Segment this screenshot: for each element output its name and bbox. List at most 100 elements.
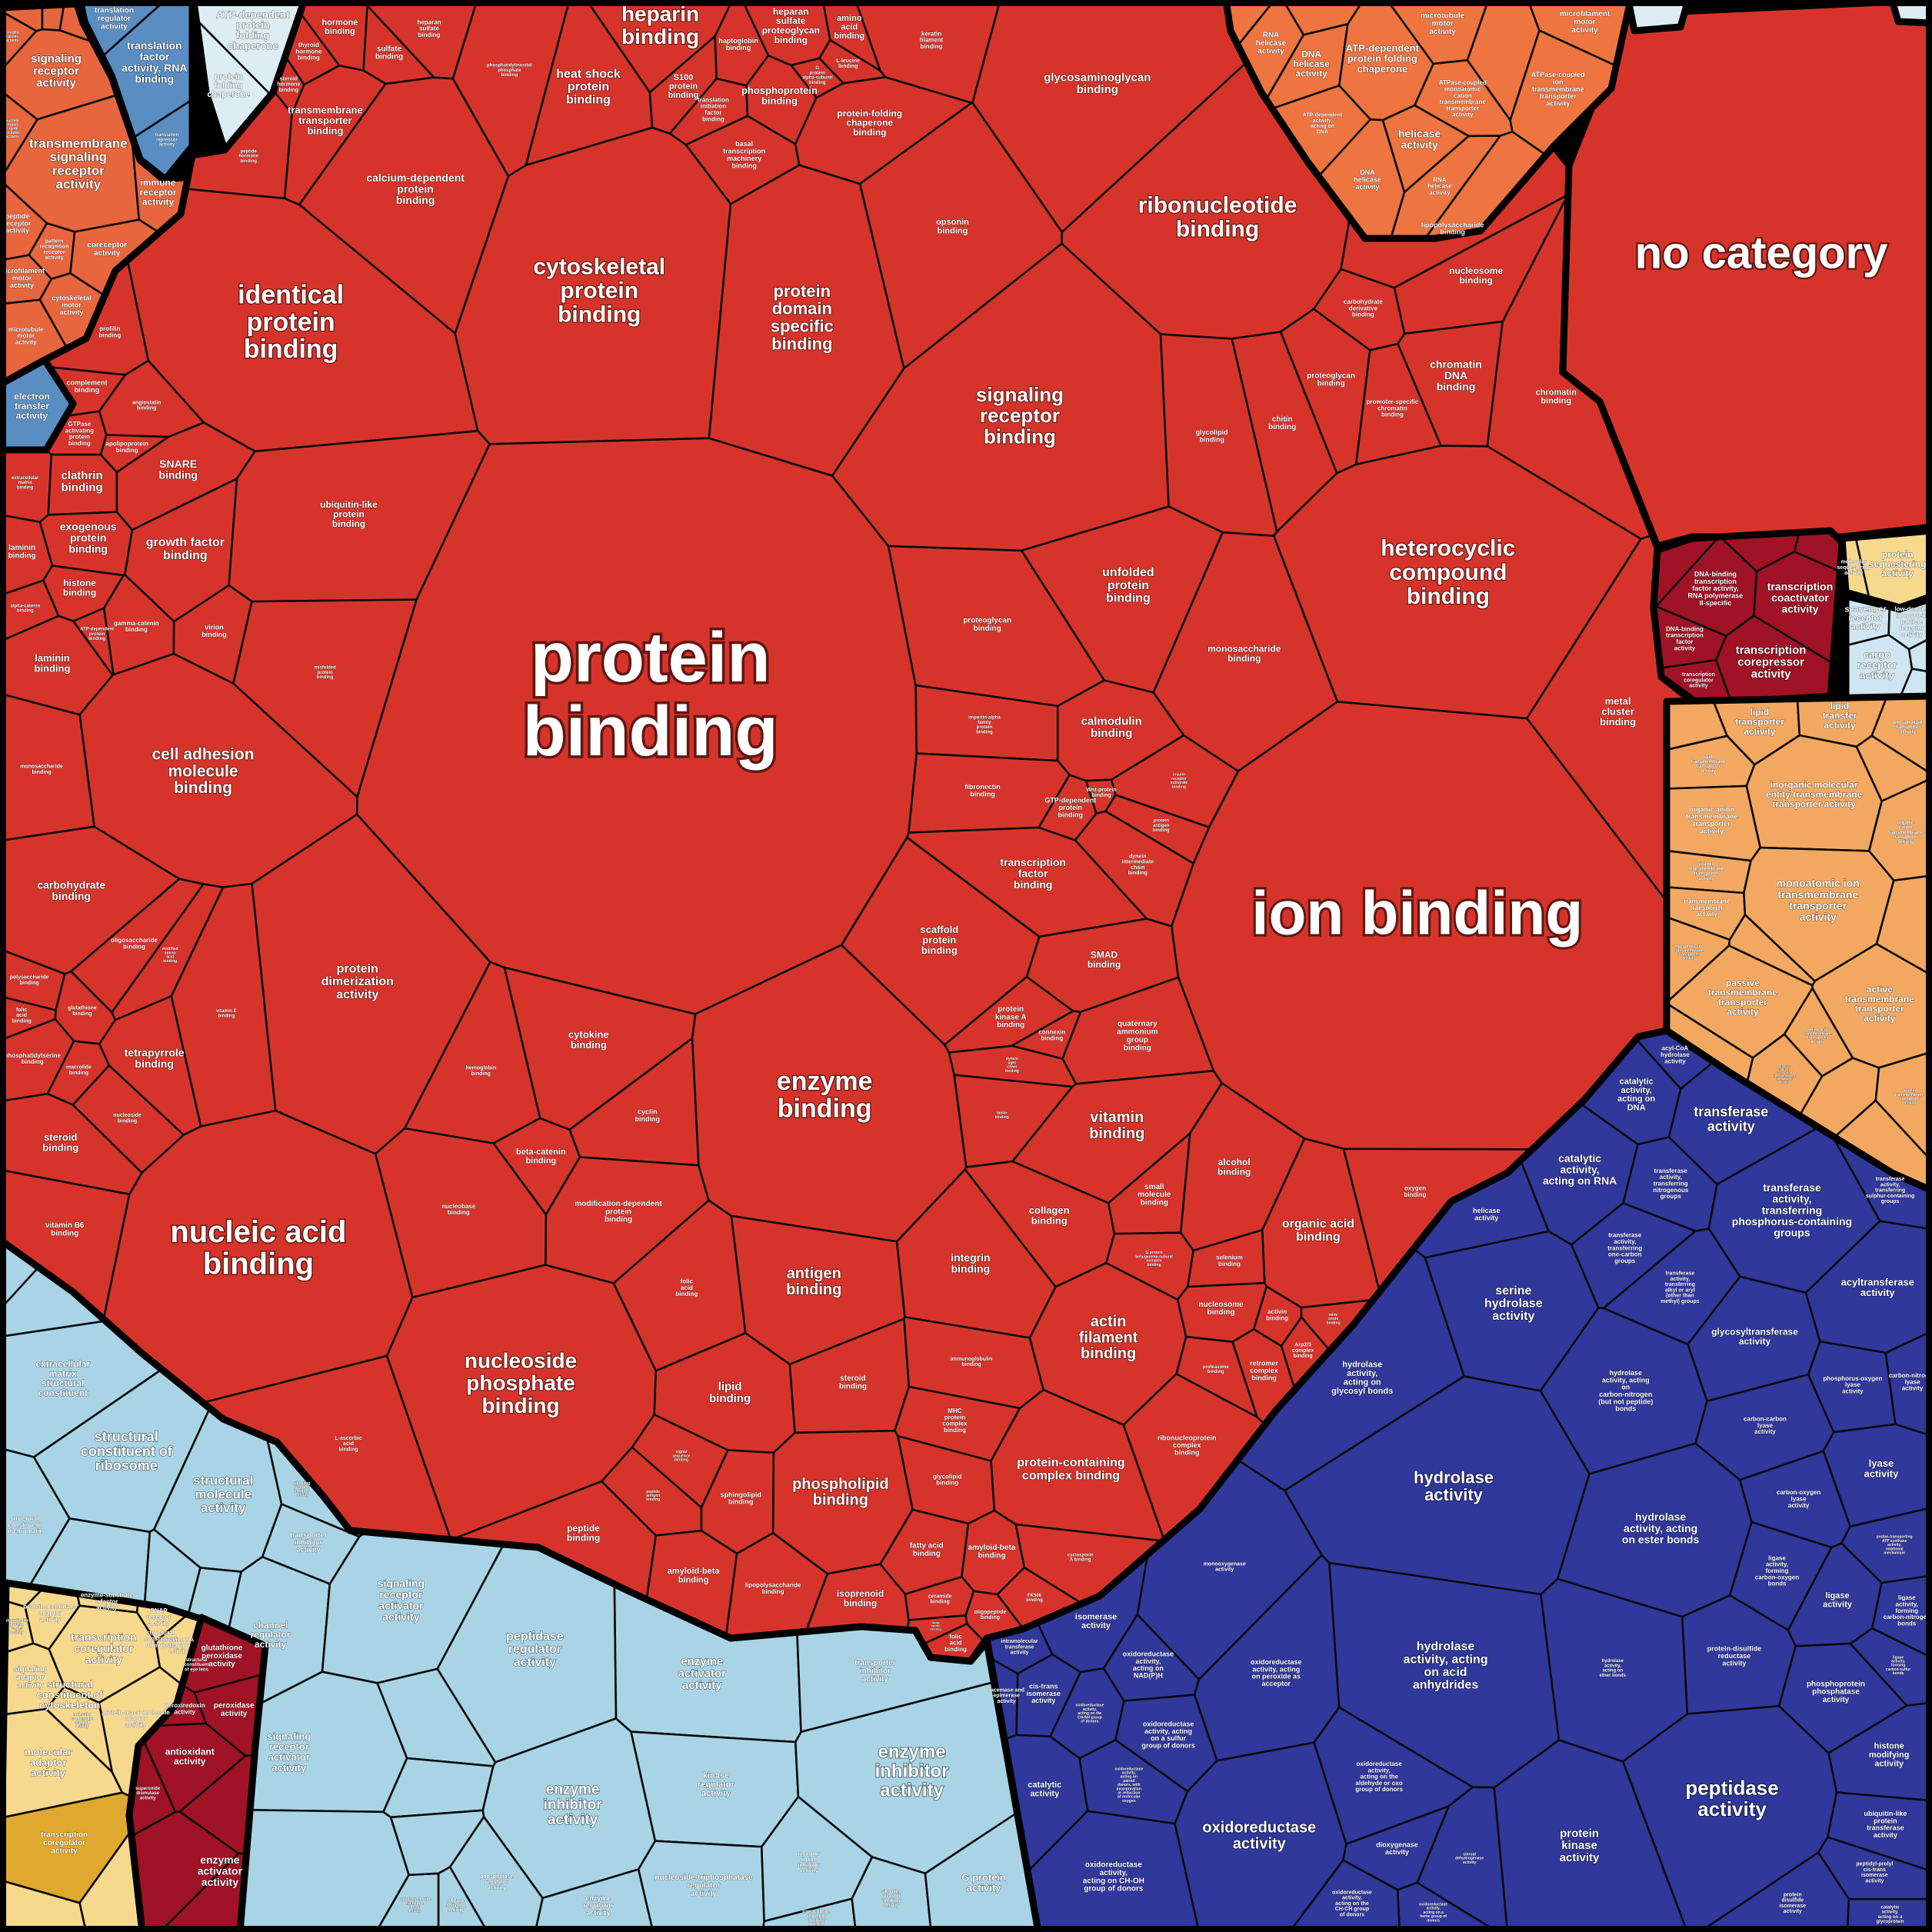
cell-label: translation initiation factor binding [698, 96, 729, 122]
cell-label: clathrin binding [61, 469, 102, 495]
cell-label: extracellular matrix binding [12, 476, 39, 490]
treemap-cell-hydrolase-activity-acting-on-ether-bonds[interactable] [1540, 1577, 1689, 1763]
treemap-cell-glycolipid-binding[interactable] [897, 1434, 996, 1525]
cell-label: signaling adaptor activity [13, 1665, 47, 1690]
region-border-pale-corner-1 [1624, 0, 1692, 35]
cell-label: structural constituent of chromatin [6, 1515, 44, 1535]
cell-label: protein-macromolecule adaptor activity [102, 1709, 170, 1729]
cell-label: carbohydrate binding [37, 879, 105, 903]
cell-label: oxidoreductase activity, acting on the CH-N… [1075, 1704, 1104, 1724]
cell-label: nitric oxide binding [1327, 1313, 1341, 1325]
cell-label: hydrolase activity, acting on acid anhydrid… [1404, 1641, 1488, 1692]
cell-label: histone binding [63, 578, 96, 598]
region-border-electron-transfer [0, 356, 77, 454]
cell-label: G protein beta/gamma-subunit complex bindin… [1135, 1251, 1173, 1267]
cell-label: Arp2/3 complex binding [1292, 1342, 1314, 1359]
cell-label: RNA helicase activity [1427, 176, 1452, 196]
region-border-cargo-receptor-cluster [1842, 592, 1932, 702]
cell-label: oligopeptide binding [974, 1610, 1007, 1621]
cell-label: ceramide binding [928, 1594, 952, 1604]
cell-label: lipop eptide binding [930, 1621, 941, 1631]
cell-label: exogenous protein binding [60, 521, 117, 555]
cell-label: monosaccharide binding [1208, 644, 1281, 664]
treemap-cell-g-protein-beta-gamma-subunit-complex-binding[interactable] [1105, 1231, 1194, 1301]
cell-label: cyclosporin A binding [1068, 1553, 1094, 1562]
cell-label: signal sequence binding [672, 1450, 690, 1462]
treemap-cell-steroid-dehydrogenase-activity[interactable] [1416, 1786, 1509, 1932]
region-border-regulator-cluster [0, 1236, 1042, 1932]
treemap-cell-cell[interactable] [389, 1809, 485, 1877]
cell-label: unfolded protein binding [1102, 566, 1154, 605]
cell-label: lipid transmembrane transporter activity [1690, 755, 1726, 774]
cell-label: electron transfer activity [14, 391, 50, 421]
cell-label: immune receptor activity [140, 177, 177, 207]
cell-label: chromatin binding [1536, 388, 1577, 405]
treemap-cell-nuclear-import-signal-receptor-activity[interactable] [0, 88, 38, 181]
cell-label: RNA helicase activity [1256, 32, 1287, 56]
treemap-cell-apolipoprotein-binding[interactable] [99, 434, 170, 474]
cell-label: ubiquitin-like protein binding [320, 499, 378, 529]
cell-label: transmembrane transporter binding [288, 105, 363, 137]
treemap-cell-cell[interactable] [1281, 0, 1364, 36]
treemap-cell-transmembrane-transporter-binding[interactable] [283, 64, 387, 206]
cell-label: transcription coregulator activity [71, 1631, 137, 1665]
cell-label: phosphoprotein binding [741, 85, 818, 107]
cell-label: transcription coactivator activity [1767, 581, 1834, 615]
cell-label: chromatin DNA binding [1430, 358, 1482, 393]
cell-label: oxidoreductase activity, acting on a heme g… [1419, 1902, 1447, 1923]
cell-label: steroid hormone binding [277, 76, 300, 93]
cell-label: protein antigen binding [1153, 819, 1170, 833]
cell-label: oxidoreductase activity, acting on CH-OH gr… [1083, 1860, 1144, 1893]
treemap-cell-ligase-activity-forming-carbon-sulfur-bonds[interactable] [1849, 1627, 1932, 1707]
cell-label: enzyme inhibitor activity [875, 1742, 949, 1801]
cell-label: enzyme binding [777, 1067, 873, 1123]
cell-label: FK506 binding [1026, 1594, 1043, 1603]
cell-label: cytoskeletal protein binding [533, 254, 665, 327]
cell-label: protein-disulfide reductase activity [1707, 1645, 1762, 1667]
cell-label: lamin binding [995, 1111, 1009, 1120]
cell-label: scavenger receptor activity [1844, 605, 1887, 632]
treemap-cell-cell[interactable] [1875, 874, 1932, 977]
cell-label: transmembrane transporter activity [1684, 898, 1730, 918]
cell-label: transferase activity, transferring nitrogen… [1653, 1168, 1689, 1200]
cell-label: peptide antigen binding [646, 1490, 660, 1502]
cell-label: carbon-oxygen lyase activity [1777, 1489, 1820, 1509]
cell-label: protein sequestering activity [1869, 549, 1927, 579]
cell-label: proton-transporting ATP synthase activity,… [1877, 1535, 1913, 1556]
treemap-cell-oxidoreductase-activity-acting-on-peroxide-as-acceptor[interactable] [1193, 1554, 1341, 1762]
cell-label: heparin binding [621, 2, 699, 48]
cell-label: SNAP receptor activity [146, 1607, 171, 1627]
cell-label: protein binding [523, 618, 778, 771]
cell-label: coreceptor activity [87, 241, 127, 257]
cell-label: carbon-carbon lyase activity [1744, 1416, 1787, 1436]
cell-label: oxidoreductase activity, acting on the alde… [1355, 1760, 1403, 1793]
region-border-pale-corner-2 [1888, 0, 1932, 27]
treemap-cell-cell[interactable] [1466, 0, 1541, 122]
cell-label: dynein light chain binding [1005, 1057, 1019, 1074]
treemap-cell-g-protein-alpha-subunit-binding[interactable] [790, 57, 844, 99]
treemap-cell-catalytic-activity-acting-on-a-glycoprotein[interactable] [1846, 1897, 1932, 1932]
cell-label: peptidyl-prolyl cis-trans isomerase activit… [1856, 1861, 1893, 1884]
treemap-cell-cell[interactable] [1727, 914, 1816, 987]
cell-label: phospholipid transporter activity [1894, 721, 1923, 734]
cell-label: polysaccharide binding [10, 975, 49, 986]
cell-label: organic cation transmembrane transporter act… [1888, 821, 1924, 844]
cell-label: amyloid-beta binding [668, 1567, 721, 1584]
cell-label: nuclear import signal receptor activity [5, 118, 20, 139]
region-adaptor-cluster [0, 1581, 203, 1932]
cell-label: carbohydrate derivative binding [1344, 298, 1383, 318]
treemap-cell-cell[interactable] [1855, 734, 1932, 802]
treemap-cell-proton-transporting-atp-synthase-activity-rotational-mechanism[interactable] [1840, 1506, 1932, 1584]
cell-label: alpha-catenin binding [10, 604, 40, 613]
cell-label: lipid transfer activity [1823, 701, 1857, 731]
cell-label: structural molecule activity [193, 1474, 253, 1515]
cell-label: dynein intermediate chain binding [1121, 854, 1154, 876]
treemap-cell-l-leucine-binding[interactable] [818, 38, 887, 85]
treemap-cell-signaling-receptor-inhibitor-activity[interactable] [851, 1856, 932, 1932]
region-border-catalytic-cluster [983, 1027, 1932, 1932]
cell-label: S100 protein binding [668, 73, 699, 100]
cell-label: racemase and epimerase activity [988, 1687, 1024, 1704]
cell-label: transporter inhibitor activity [854, 1659, 895, 1684]
treemap-cell-oxidoreductase-activity-acting-on-the-ch-nh-group-of-donors[interactable] [1049, 1667, 1125, 1760]
cell-label: misfolded protein binding [314, 666, 336, 680]
